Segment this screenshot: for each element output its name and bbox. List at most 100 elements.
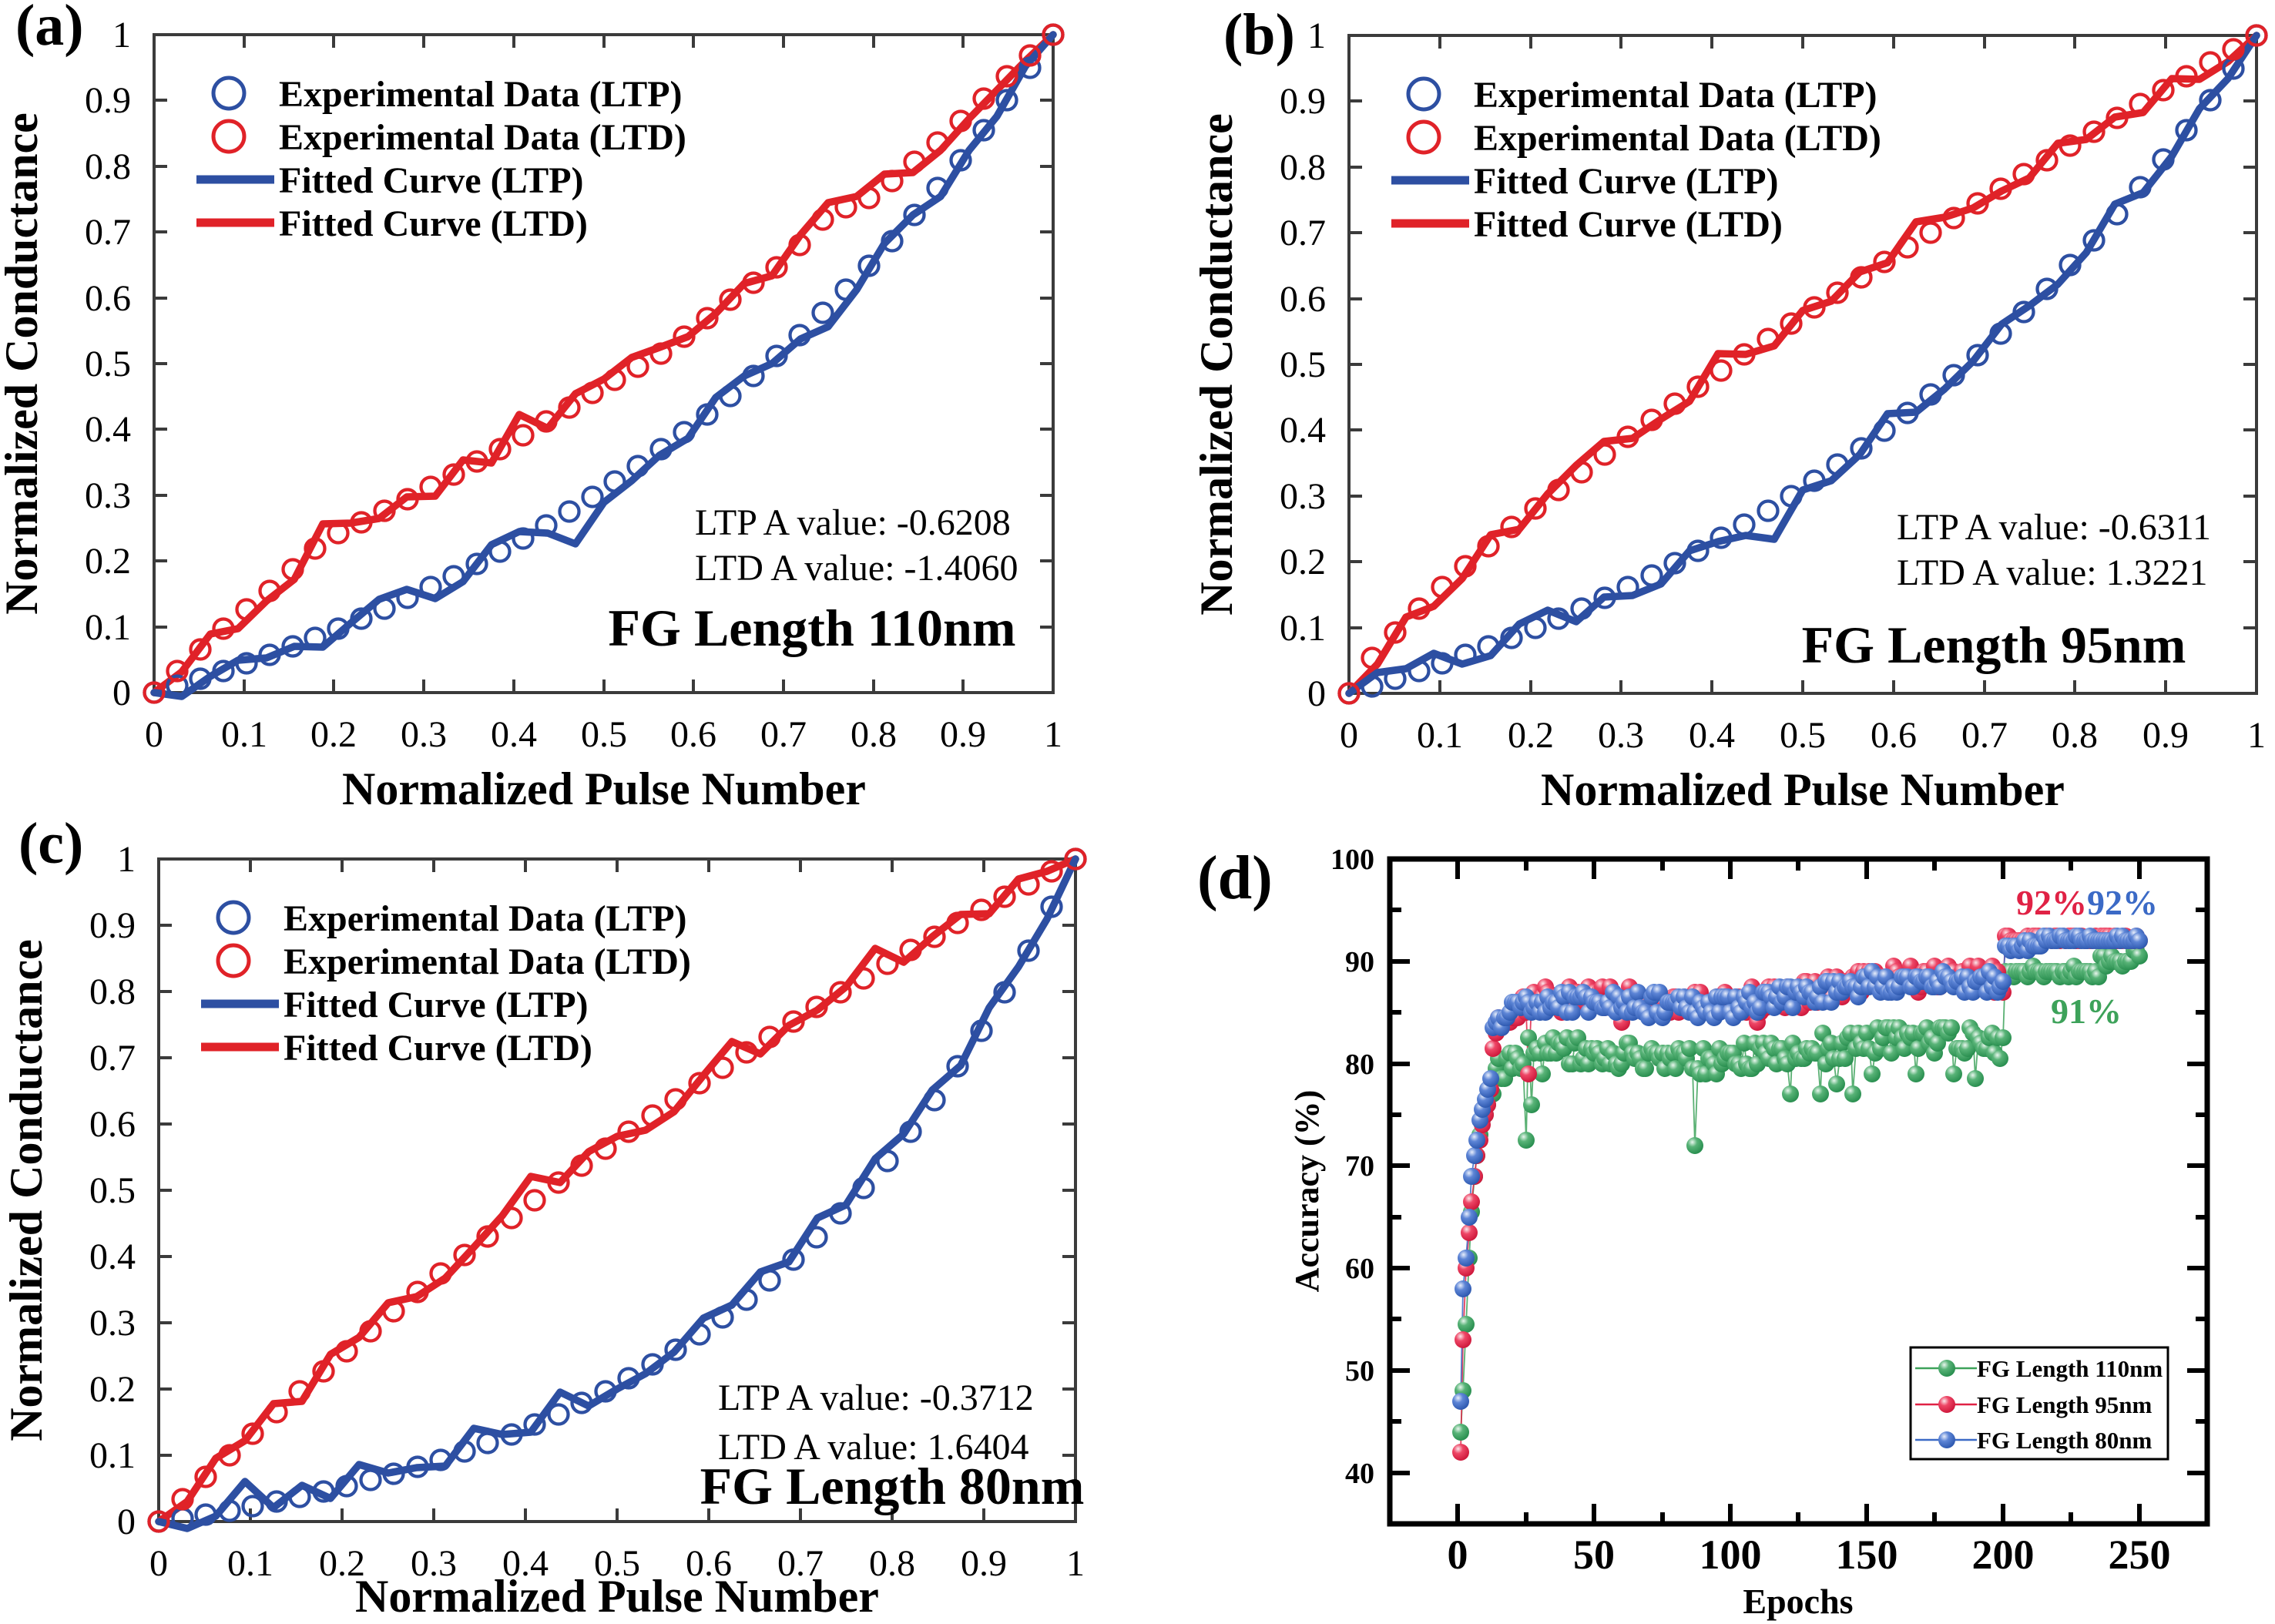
svg-text:0.9: 0.9: [89, 905, 136, 946]
svg-text:Fitted Curve (LTP): Fitted Curve (LTP): [284, 985, 589, 1025]
svg-text:0.2: 0.2: [89, 1369, 136, 1410]
svg-text:0.2: 0.2: [310, 714, 357, 755]
svg-text:FG Length 95nm: FG Length 95nm: [1802, 616, 2186, 674]
svg-text:0.1: 0.1: [221, 714, 267, 755]
svg-text:LTD A value: -1.4060: LTD A value: -1.4060: [695, 548, 1018, 589]
svg-text:0.4: 0.4: [89, 1236, 136, 1277]
svg-text:(d): (d): [1197, 844, 1273, 912]
svg-text:0.3: 0.3: [411, 1543, 457, 1584]
svg-text:0.3: 0.3: [1598, 715, 1644, 756]
svg-text:(c): (c): [18, 811, 83, 876]
svg-text:92%: 92%: [2087, 883, 2158, 922]
svg-text:0.7: 0.7: [1280, 213, 1326, 253]
svg-text:0.9: 0.9: [940, 714, 986, 755]
svg-text:0.7: 0.7: [777, 1543, 824, 1584]
svg-text:70: 70: [1345, 1150, 1374, 1183]
svg-text:1: 1: [1066, 1543, 1085, 1584]
svg-text:(a): (a): [15, 0, 84, 58]
svg-text:150: 150: [1836, 1532, 1898, 1578]
svg-text:0.6: 0.6: [1280, 279, 1326, 320]
svg-text:0: 0: [112, 673, 131, 713]
svg-text:0.8: 0.8: [2052, 715, 2098, 756]
svg-text:0: 0: [145, 714, 163, 755]
svg-text:100: 100: [1330, 844, 1374, 876]
svg-text:0.1: 0.1: [1280, 608, 1326, 649]
svg-text:0.6: 0.6: [686, 1543, 732, 1584]
svg-text:0.6: 0.6: [1871, 715, 1917, 756]
svg-text:0: 0: [1307, 673, 1326, 714]
svg-text:LTD A value: 1.3221: LTD A value: 1.3221: [1897, 552, 2208, 593]
svg-text:0.2: 0.2: [1508, 715, 1554, 756]
svg-text:50: 50: [1573, 1532, 1615, 1578]
svg-text:0.7: 0.7: [89, 1038, 136, 1079]
svg-text:Accuracy (%): Accuracy (%): [1288, 1090, 1326, 1293]
svg-text:Fitted Curve (LTD): Fitted Curve (LTD): [1474, 204, 1783, 245]
svg-text:Epochs: Epochs: [1743, 1582, 1853, 1621]
svg-text:0.3: 0.3: [1280, 476, 1326, 517]
svg-text:1: 1: [117, 839, 136, 880]
svg-text:Normalized Conductance: Normalized Conductance: [0, 112, 47, 615]
svg-text:0.6: 0.6: [89, 1104, 136, 1145]
svg-text:LTP A value: -0.6311: LTP A value: -0.6311: [1897, 507, 2211, 548]
svg-text:0.4: 0.4: [1689, 715, 1735, 756]
svg-text:Normalized Conductance: Normalized Conductance: [1191, 113, 1242, 616]
svg-text:Normalized Pulse Number: Normalized Pulse Number: [342, 763, 866, 814]
svg-text:80: 80: [1345, 1049, 1374, 1081]
svg-text:0.5: 0.5: [594, 1543, 640, 1584]
svg-text:0.1: 0.1: [85, 607, 131, 648]
svg-text:100: 100: [1700, 1532, 1762, 1578]
svg-text:250: 250: [2109, 1532, 2171, 1578]
svg-text:Normalized Pulse Number: Normalized Pulse Number: [355, 1571, 879, 1622]
svg-text:0.5: 0.5: [85, 344, 131, 384]
svg-text:0.4: 0.4: [1280, 410, 1326, 451]
svg-text:0.8: 0.8: [1280, 147, 1326, 188]
svg-text:LTP A value: -0.6208: LTP A value: -0.6208: [695, 502, 1011, 543]
svg-text:Experimental Data (LTP): Experimental Data (LTP): [279, 74, 683, 115]
svg-text:0.6: 0.6: [670, 714, 716, 755]
svg-text:FG Length 80nm: FG Length 80nm: [1977, 1427, 2153, 1454]
svg-text:91%: 91%: [2051, 992, 2122, 1031]
svg-text:0.4: 0.4: [491, 714, 537, 755]
svg-text:0.2: 0.2: [319, 1543, 365, 1584]
svg-text:Experimental Data (LTD): Experimental Data (LTD): [279, 117, 686, 158]
svg-text:Experimental Data (LTP): Experimental Data (LTP): [1474, 75, 1877, 116]
svg-text:0.8: 0.8: [89, 971, 136, 1012]
svg-text:0.9: 0.9: [1280, 81, 1326, 122]
svg-text:90: 90: [1345, 946, 1374, 978]
svg-text:LTD A value: 1.6404: LTD A value: 1.6404: [718, 1427, 1029, 1468]
svg-text:Experimental Data (LTP): Experimental Data (LTP): [284, 898, 687, 939]
svg-text:0: 0: [1340, 715, 1358, 756]
svg-text:0.4: 0.4: [502, 1543, 549, 1584]
svg-text:0.7: 0.7: [1961, 715, 2008, 756]
svg-text:40: 40: [1345, 1458, 1374, 1490]
svg-text:50: 50: [1345, 1355, 1374, 1387]
svg-text:Fitted Curve (LTD): Fitted Curve (LTD): [279, 203, 588, 244]
svg-text:Normalized Pulse Number: Normalized Pulse Number: [1541, 764, 2065, 815]
svg-text:0.9: 0.9: [85, 80, 131, 121]
svg-text:0.3: 0.3: [401, 714, 447, 755]
svg-text:0.9: 0.9: [961, 1543, 1007, 1584]
svg-text:0.7: 0.7: [760, 714, 807, 755]
svg-text:0.5: 0.5: [89, 1170, 136, 1211]
svg-text:0: 0: [1448, 1532, 1468, 1578]
svg-text:1: 1: [112, 15, 131, 55]
svg-text:FG Length 110nm: FG Length 110nm: [609, 599, 1016, 657]
svg-text:0.6: 0.6: [85, 278, 131, 319]
svg-text:0.2: 0.2: [85, 541, 131, 582]
svg-text:Fitted Curve (LTP): Fitted Curve (LTP): [279, 160, 584, 201]
svg-text:60: 60: [1345, 1253, 1374, 1285]
svg-text:0.5: 0.5: [1280, 344, 1326, 385]
svg-text:0.1: 0.1: [1417, 715, 1463, 756]
svg-text:0.8: 0.8: [851, 714, 897, 755]
svg-text:1: 1: [1044, 714, 1062, 755]
svg-text:(b): (b): [1223, 2, 1295, 67]
svg-text:0: 0: [149, 1543, 168, 1584]
svg-text:0.1: 0.1: [227, 1543, 273, 1584]
svg-text:LTP A value: -0.3712: LTP A value: -0.3712: [718, 1377, 1034, 1418]
svg-text:Fitted Curve (LTP): Fitted Curve (LTP): [1474, 161, 1779, 202]
svg-text:FG Length 110nm: FG Length 110nm: [1977, 1355, 2163, 1382]
svg-text:FG Length 95nm: FG Length 95nm: [1977, 1391, 2153, 1418]
svg-text:0.3: 0.3: [85, 475, 131, 516]
svg-text:FG Length 80nm: FG Length 80nm: [700, 1457, 1085, 1515]
svg-text:Fitted Curve (LTD): Fitted Curve (LTD): [284, 1028, 592, 1069]
